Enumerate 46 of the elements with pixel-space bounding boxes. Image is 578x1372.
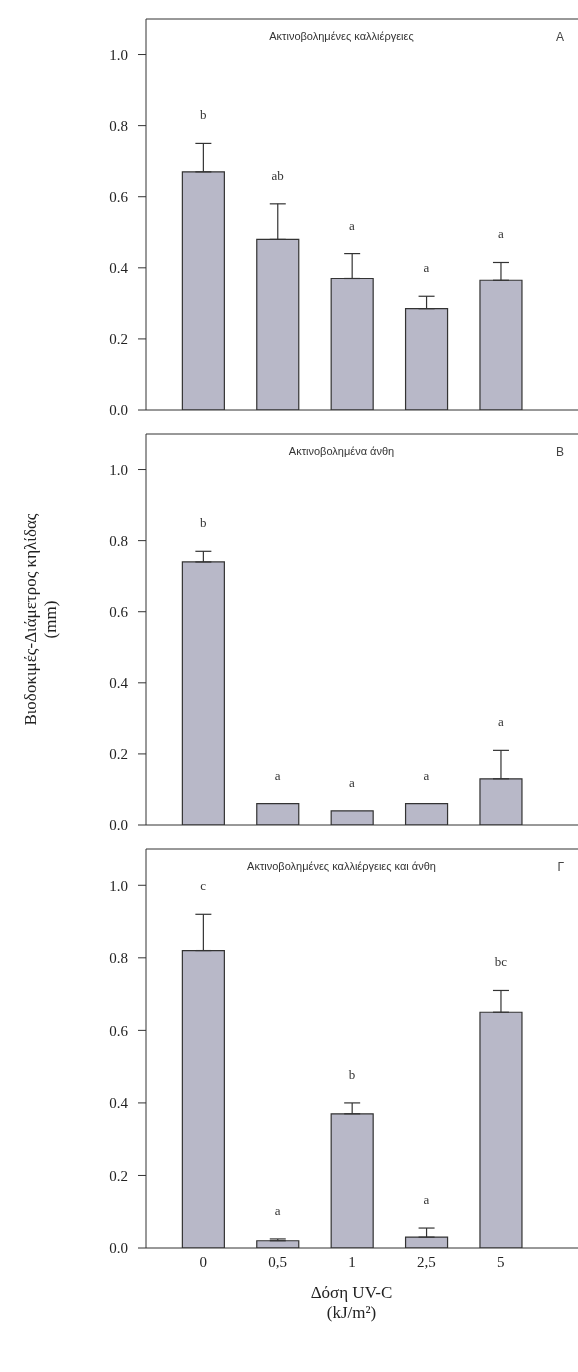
y-tick-label: 0.2 xyxy=(109,1167,128,1184)
y-tick-label: 0.8 xyxy=(109,117,128,134)
annotation: b xyxy=(199,515,207,531)
x-axis-title: Δόση UV-C (kJ/m²) xyxy=(310,1283,393,1323)
x-tick-label: 0 xyxy=(199,1253,207,1270)
x-tick-label: 5 xyxy=(497,1253,505,1270)
annotation: bc xyxy=(494,954,508,970)
annotation: Γ xyxy=(557,860,564,874)
y-tick-label: 0.8 xyxy=(109,950,128,967)
annotation: a xyxy=(423,767,430,783)
y-tick-label: 0.4 xyxy=(109,260,129,277)
annotation: A xyxy=(555,30,564,44)
y-tick-label: 0.0 xyxy=(109,1240,128,1257)
y-tick-label: 0.4 xyxy=(109,675,129,692)
y-tick-label: 0.0 xyxy=(109,402,128,419)
text: Ακτινοβολημένες καλλιέργειες και άνθη xyxy=(246,860,437,872)
y-tick-label: 1.0 xyxy=(109,461,128,478)
y-tick-label: 0.4 xyxy=(109,1095,129,1112)
y-tick-label: 0.8 xyxy=(109,532,128,549)
annotation: a xyxy=(423,260,430,276)
annotation: B xyxy=(555,445,564,459)
annotation: c xyxy=(200,878,207,894)
y-tick-label: 0.2 xyxy=(109,746,128,763)
annotation: a xyxy=(497,714,504,730)
y-tick-label: 0.6 xyxy=(109,1022,129,1039)
annotation: a xyxy=(349,217,356,233)
annotation: a xyxy=(274,767,281,783)
annotation: a xyxy=(274,1202,281,1218)
y-tick-label: 0.0 xyxy=(109,817,128,834)
x-tick-label: 2,5 xyxy=(417,1253,436,1270)
x-tick-label: 0,5 xyxy=(268,1253,287,1270)
annotation: a xyxy=(497,226,504,242)
y-tick-label: 0.6 xyxy=(109,604,129,621)
annotation: ab xyxy=(271,167,284,183)
y-tick-label: 0.2 xyxy=(109,331,128,348)
annotation: b xyxy=(348,1066,356,1082)
y-tick-label: 1.0 xyxy=(109,46,128,63)
text: Ακτινοβολημένα άνθη xyxy=(287,445,396,457)
annotation: a xyxy=(423,1192,430,1208)
y-tick-label: 1.0 xyxy=(109,877,128,894)
annotation: b xyxy=(199,107,207,123)
annotation: a xyxy=(349,774,356,790)
y-tick-label: 0.6 xyxy=(109,189,129,206)
y-axis-title: Βιοδοκιμές-Διάμετρος κηλίδας (mm) xyxy=(21,513,61,726)
x-tick-label: 1 xyxy=(348,1253,356,1270)
text: Ακτινοβολημένες καλλιέργειες xyxy=(268,30,415,42)
